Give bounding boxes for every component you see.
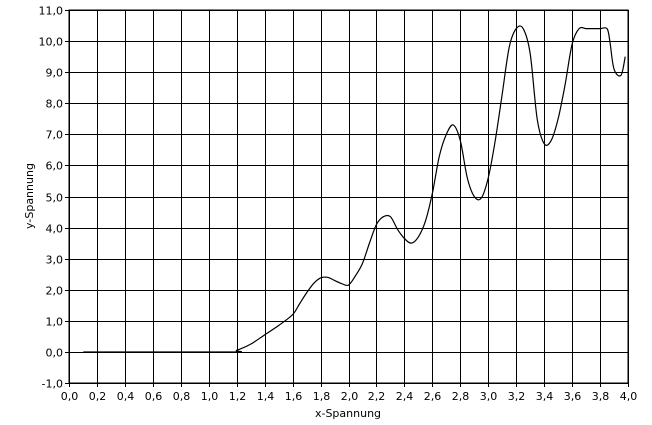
x-tick-label: 0,2 bbox=[89, 390, 107, 403]
x-axis-ticks: 0,0 0,2 0,4 0,6 0,8 1,0 1,2 1,4 1,6 1,8 2,0 2,2 2,4 2… bbox=[61, 383, 638, 403]
x-tick-label: 3,4 bbox=[536, 390, 554, 403]
y-tick-label: 8,0 bbox=[46, 98, 64, 111]
y-tick-label: 4,0 bbox=[46, 223, 64, 236]
x-tick-label: 3,8 bbox=[592, 390, 610, 403]
series-layer bbox=[83, 25, 626, 353]
y-tick-label: 11,0 bbox=[39, 5, 64, 18]
y-tick-label: 5,0 bbox=[46, 192, 64, 205]
x-tick-label: 2,6 bbox=[424, 390, 442, 403]
x-tick-label: 3,2 bbox=[508, 390, 526, 403]
y-tick-label: 10,0 bbox=[39, 36, 64, 49]
x-tick-label: 1,4 bbox=[257, 390, 275, 403]
y-axis-label: y-Spannung bbox=[23, 163, 36, 229]
x-tick-label: 1,8 bbox=[313, 390, 331, 403]
x-axis-label: x-Spannung bbox=[315, 407, 381, 420]
y-tick-label: 7,0 bbox=[46, 129, 64, 142]
x-tick-label: 0,0 bbox=[61, 390, 79, 403]
y-tick-label: 0,0 bbox=[46, 347, 64, 360]
y-tick-label: -1,0 bbox=[42, 378, 63, 391]
y-tick-label: 2,0 bbox=[46, 285, 64, 298]
series-line-0 bbox=[83, 25, 626, 353]
x-tick-label: 0,4 bbox=[117, 390, 135, 403]
x-tick-label: 0,6 bbox=[145, 390, 163, 403]
x-tick-label: 3,0 bbox=[480, 390, 498, 403]
x-tick-label: 2,8 bbox=[452, 390, 470, 403]
x-tick-label: 1,2 bbox=[229, 390, 247, 403]
y-tick-label: 6,0 bbox=[46, 160, 64, 173]
x-tick-label: 2,0 bbox=[341, 390, 359, 403]
y-tick-label: 3,0 bbox=[46, 254, 64, 267]
y-tick-label: 9,0 bbox=[46, 67, 64, 80]
x-tick-label: 2,4 bbox=[396, 390, 414, 403]
y-axis-ticks: 11,0 10,0 9,0 8,0 7,0 6,0 5,0 4,0 3,0 2,0 1,0 0,0 -1… bbox=[39, 5, 69, 391]
x-tick-label: 1,6 bbox=[285, 390, 303, 403]
x-tick-label: 4,0 bbox=[620, 390, 638, 403]
x-tick-label: 0,8 bbox=[173, 390, 191, 403]
y-tick-label: 1,0 bbox=[46, 316, 64, 329]
x-tick-label: 2,2 bbox=[368, 390, 386, 403]
plot-frame bbox=[68, 9, 629, 384]
x-tick-label: 3,6 bbox=[564, 390, 582, 403]
x-tick-label: 1,0 bbox=[201, 390, 219, 403]
